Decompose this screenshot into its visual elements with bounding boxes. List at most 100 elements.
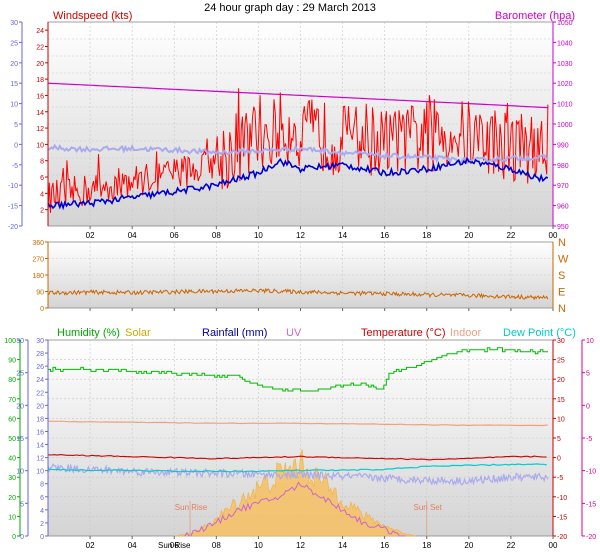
x-tick-label: 22 xyxy=(506,231,515,240)
wind-left-tick-label: 12 xyxy=(36,126,44,133)
x-tick-label: 20 xyxy=(464,541,473,550)
legend-entry: UV xyxy=(286,327,302,339)
x-tick-label: 00 xyxy=(549,541,558,550)
legend-entry: Humidity (%) xyxy=(57,327,120,339)
blue-outer-tick-label: 30 xyxy=(16,338,24,345)
windspeed-label: Windspeed (kts) xyxy=(53,10,132,22)
humidity-left-tick-label: 60 xyxy=(8,416,16,423)
wind-left-tick-label: 6 xyxy=(40,175,44,182)
rain-left-tick-label: 16 xyxy=(36,429,44,436)
legend-entry: Rainfall (mm) xyxy=(202,327,267,339)
temperature-right-tick-label: 15 xyxy=(557,397,565,404)
humidity-left-tick-label: 100 xyxy=(4,338,16,345)
uv-right-tick-label: 5 xyxy=(586,371,590,378)
wind-axes: -20-15-10-505101520253024681012141618202… xyxy=(8,20,573,240)
compass-label: N xyxy=(558,237,566,249)
barometer-line xyxy=(47,82,548,109)
wind-left-tick-label: 22 xyxy=(36,44,44,51)
wind-left-tick-label: 18 xyxy=(36,77,44,84)
uv-right-tick-label: -20 xyxy=(586,534,596,541)
baro-right-tick-label: 1000 xyxy=(557,122,573,129)
blue-outer-tick-label: 15 xyxy=(16,436,24,443)
direction-line xyxy=(47,287,549,301)
rain-left-tick-label: 0 xyxy=(40,534,44,541)
wind-left-tick-label: 14 xyxy=(36,110,44,117)
wind-left-tick-label: 20 xyxy=(36,61,44,68)
rain-left-tick-label: 6 xyxy=(40,495,44,502)
baro-right-tick-label: 1010 xyxy=(557,102,573,109)
rain-left-tick-label: 8 xyxy=(40,482,44,489)
indoor-line xyxy=(47,420,548,427)
direction-left-tick-label: 90 xyxy=(36,290,44,297)
wind-left-tick-label: 2 xyxy=(40,208,44,215)
wind-outer-tick-label: 30 xyxy=(10,20,18,27)
x-tick-label: 04 xyxy=(128,231,137,240)
blue-outer-tick-label: 20 xyxy=(16,403,24,410)
x-tick-label: 18 xyxy=(422,541,431,550)
legend-entry: Temperature (°C) xyxy=(361,327,445,339)
multi-legend: Humidity (%) Solar Rainfall (mm) UV Temperat… xyxy=(57,327,576,339)
uv-right-tick-label: 0 xyxy=(586,403,590,410)
blue-outer-tick-label: 5 xyxy=(20,501,24,508)
rain-left-tick-label: 24 xyxy=(36,377,44,384)
rain-left-tick-label: 30 xyxy=(36,338,44,345)
wind-outer-tick-label: -15 xyxy=(8,204,18,211)
baro-right-tick-label: 990 xyxy=(557,142,569,149)
blue-outer-tick-label: 10 xyxy=(16,469,24,476)
x-tick-label: 12 xyxy=(296,541,305,550)
legend-entry: Indoor xyxy=(450,327,482,339)
humidity-left-tick-label: 80 xyxy=(8,377,16,384)
temperature-right-tick-label: 25 xyxy=(557,358,565,365)
x-tick-label: 22 xyxy=(506,541,515,550)
baro-right-tick-label: 970 xyxy=(557,183,569,190)
baro-right-tick-label: 950 xyxy=(557,224,569,231)
baro-right-tick-label: 1040 xyxy=(557,40,573,47)
barometer-label: Barometer (hpa) xyxy=(495,10,575,22)
humidity-left-tick-label: 30 xyxy=(8,475,16,482)
x-tick-label: 14 xyxy=(338,541,347,550)
x-tick-label: 14 xyxy=(338,231,347,240)
temperature-right-tick-label: 20 xyxy=(557,377,565,384)
x-tick-label: 02 xyxy=(86,541,95,550)
x-tick-label: 10 xyxy=(254,231,263,240)
x-tick-label: 04 xyxy=(128,541,137,550)
wind-outer-tick-label: 0 xyxy=(14,142,18,149)
temperature-right-tick-label: -20 xyxy=(557,534,567,541)
direction-left-tick-label: 180 xyxy=(32,273,44,280)
rain-left-tick-label: 2 xyxy=(40,521,44,528)
humidity-left-tick-label: 20 xyxy=(8,495,16,502)
wind-average-line xyxy=(47,143,549,165)
x-tick-label: 16 xyxy=(380,541,389,550)
compass-label: E xyxy=(558,287,565,299)
baro-right-tick-label: 1030 xyxy=(557,61,573,68)
temperature-right-tick-label: 10 xyxy=(557,416,565,423)
multi-axes: 0102030405060708090100051015202530024681… xyxy=(4,338,596,550)
x-tick-label: 10 xyxy=(254,541,263,550)
x-tick-label: 20 xyxy=(464,231,473,240)
wind-outer-tick-label: 10 xyxy=(10,102,18,109)
temperature-line xyxy=(47,454,547,461)
apparent-temperature-line xyxy=(47,463,549,487)
humidity-left-tick-label: 10 xyxy=(8,514,16,521)
wind-outer-tick-label: -10 xyxy=(8,183,18,190)
baro-right-tick-label: 1050 xyxy=(557,20,573,27)
humidity-left-tick-label: 50 xyxy=(8,436,16,443)
temperature-right-tick-label: -5 xyxy=(557,475,563,482)
uv-right-tick-label: -15 xyxy=(586,501,596,508)
wind-outer-tick-label: -5 xyxy=(12,163,18,170)
x-tick-label: 08 xyxy=(212,231,221,240)
rain-left-tick-label: 26 xyxy=(36,364,44,371)
sunrise-tick-label: Sun Rise xyxy=(158,541,191,550)
rain-left-tick-label: 4 xyxy=(40,508,44,515)
wind-series xyxy=(47,82,549,213)
x-tick-label: 00 xyxy=(549,231,558,240)
graph-title: 24 hour graph day : 29 March 2013 xyxy=(204,2,376,14)
wind-left-tick-label: 8 xyxy=(40,159,44,166)
legend-entry: Solar xyxy=(125,327,151,339)
blue-outer-tick-label: 25 xyxy=(16,371,24,378)
solar-area xyxy=(174,449,417,537)
direction-left-tick-label: 270 xyxy=(32,257,44,264)
rain-left-tick-label: 28 xyxy=(36,351,44,358)
rain-left-tick-label: 22 xyxy=(36,390,44,397)
